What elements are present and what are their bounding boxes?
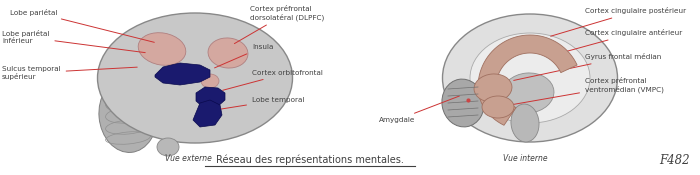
- Text: Cortex orbitofrontal: Cortex orbitofrontal: [223, 70, 323, 90]
- Text: Cortex cingulaire antérieur: Cortex cingulaire antérieur: [549, 30, 682, 56]
- Ellipse shape: [99, 78, 157, 152]
- Text: Lobe temporal: Lobe temporal: [218, 97, 304, 110]
- Text: Amygdale: Amygdale: [379, 96, 459, 123]
- Ellipse shape: [482, 96, 514, 118]
- Ellipse shape: [442, 14, 617, 142]
- Polygon shape: [478, 35, 577, 84]
- Text: Cortex préfrontal
ventromédian (VMPC): Cortex préfrontal ventromédian (VMPC): [512, 77, 664, 104]
- Text: Lobe pariétal
inférieur: Lobe pariétal inférieur: [2, 30, 145, 53]
- Ellipse shape: [97, 13, 293, 143]
- Text: Insula: Insula: [214, 44, 274, 68]
- Text: Lobe pariétal: Lobe pariétal: [10, 9, 154, 42]
- Text: Gyrus frontal médian: Gyrus frontal médian: [514, 54, 662, 80]
- Ellipse shape: [470, 33, 590, 123]
- Polygon shape: [196, 87, 225, 107]
- Ellipse shape: [442, 79, 484, 127]
- Text: Réseau des représentations mentales.: Réseau des représentations mentales.: [216, 155, 404, 165]
- Ellipse shape: [502, 73, 554, 113]
- Ellipse shape: [474, 74, 512, 102]
- Ellipse shape: [157, 138, 179, 156]
- Text: Vue interne: Vue interne: [503, 154, 547, 163]
- Ellipse shape: [208, 38, 248, 68]
- Text: F482: F482: [659, 154, 690, 167]
- Text: Sulcus temporal
supérieur: Sulcus temporal supérieur: [2, 66, 137, 80]
- Ellipse shape: [138, 33, 186, 65]
- Text: Cortex préfrontal
dorsolatéral (DLPFC): Cortex préfrontal dorsolatéral (DLPFC): [234, 5, 324, 44]
- Text: Cortex cingulaire postérieur: Cortex cingulaire postérieur: [551, 8, 686, 36]
- Polygon shape: [478, 83, 516, 125]
- Polygon shape: [155, 63, 210, 85]
- Polygon shape: [193, 100, 222, 127]
- Ellipse shape: [511, 104, 539, 142]
- Ellipse shape: [201, 74, 219, 88]
- Text: Vue externe: Vue externe: [164, 154, 211, 163]
